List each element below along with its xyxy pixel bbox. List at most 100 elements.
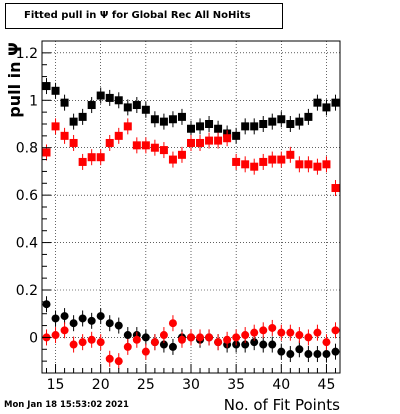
y-tick-label: 0.6 bbox=[16, 188, 38, 204]
data-point bbox=[277, 328, 286, 337]
data-point bbox=[87, 153, 96, 162]
x-axis-label: No. of Fit Points bbox=[224, 396, 340, 414]
series-2 bbox=[42, 118, 340, 197]
data-point bbox=[214, 136, 223, 145]
data-point bbox=[259, 120, 268, 128]
data-point bbox=[205, 120, 214, 128]
data-point bbox=[196, 333, 205, 342]
data-point bbox=[331, 326, 340, 335]
data-point bbox=[159, 331, 168, 340]
data-point bbox=[232, 131, 241, 140]
data-point bbox=[141, 141, 150, 150]
data-point bbox=[60, 131, 69, 140]
data-point bbox=[150, 338, 159, 347]
data-point bbox=[322, 350, 331, 359]
data-point bbox=[196, 138, 205, 147]
data-points bbox=[42, 78, 340, 370]
data-point bbox=[187, 138, 195, 147]
data-point bbox=[268, 340, 277, 349]
data-point bbox=[295, 331, 304, 340]
data-point bbox=[277, 115, 286, 124]
data-point bbox=[42, 82, 51, 91]
data-point bbox=[123, 103, 132, 112]
data-point bbox=[141, 347, 150, 356]
data-point bbox=[286, 350, 295, 359]
data-point bbox=[177, 335, 186, 344]
data-point bbox=[132, 335, 141, 344]
data-point bbox=[87, 316, 96, 325]
data-point bbox=[159, 340, 168, 349]
data-point bbox=[96, 91, 105, 100]
data-point bbox=[69, 319, 78, 328]
data-point bbox=[96, 338, 105, 347]
data-point bbox=[331, 347, 340, 356]
y-tick-label: 1.2 bbox=[16, 46, 38, 62]
data-point bbox=[322, 103, 331, 112]
data-point bbox=[250, 162, 259, 171]
data-point bbox=[259, 326, 268, 335]
data-point bbox=[168, 155, 177, 164]
data-point bbox=[259, 157, 268, 166]
data-point bbox=[331, 184, 340, 193]
data-point bbox=[132, 101, 141, 110]
x-tick-label: 25 bbox=[137, 377, 155, 393]
data-point bbox=[78, 338, 87, 347]
data-point bbox=[123, 331, 132, 340]
data-point bbox=[214, 338, 223, 347]
data-point bbox=[250, 338, 259, 347]
data-point bbox=[123, 122, 132, 131]
data-point bbox=[322, 338, 331, 347]
data-point bbox=[159, 146, 168, 155]
x-tick-label: 35 bbox=[227, 377, 245, 393]
data-point bbox=[105, 319, 114, 328]
series-4 bbox=[42, 315, 340, 370]
data-point bbox=[69, 138, 78, 147]
data-point bbox=[177, 150, 186, 159]
chart-title: Fitted pull in Ψ for Global Rec All NoHi… bbox=[5, 3, 283, 29]
data-point bbox=[105, 138, 114, 147]
data-point bbox=[295, 160, 304, 169]
data-point bbox=[214, 124, 223, 133]
data-point bbox=[51, 314, 60, 323]
data-point bbox=[60, 312, 69, 321]
data-point bbox=[150, 115, 159, 124]
data-point bbox=[331, 98, 340, 107]
data-point bbox=[277, 347, 286, 356]
data-point bbox=[96, 153, 105, 162]
data-point bbox=[105, 93, 114, 102]
data-point bbox=[295, 345, 304, 354]
data-point bbox=[241, 160, 250, 169]
data-point bbox=[232, 157, 241, 166]
data-point bbox=[141, 105, 150, 114]
data-point bbox=[286, 328, 295, 337]
data-point bbox=[60, 326, 69, 335]
data-point bbox=[286, 150, 295, 159]
data-point bbox=[268, 155, 277, 164]
data-point bbox=[87, 101, 96, 110]
data-point bbox=[232, 333, 241, 342]
data-point bbox=[69, 117, 78, 126]
data-point bbox=[223, 335, 232, 344]
data-point bbox=[295, 117, 304, 126]
data-point bbox=[286, 120, 295, 128]
y-tick-label: 0.8 bbox=[16, 141, 38, 157]
data-point bbox=[78, 314, 87, 323]
data-point bbox=[168, 115, 177, 124]
x-tick-label: 15 bbox=[47, 377, 65, 393]
data-point bbox=[187, 124, 195, 133]
data-point bbox=[241, 340, 250, 349]
data-point bbox=[159, 117, 168, 126]
data-point bbox=[114, 131, 123, 140]
data-point bbox=[78, 112, 87, 121]
data-point bbox=[114, 321, 123, 330]
data-point bbox=[313, 328, 322, 337]
data-point bbox=[313, 98, 322, 107]
data-point bbox=[177, 112, 186, 121]
x-tick-label: 20 bbox=[92, 377, 110, 393]
data-point bbox=[114, 96, 123, 105]
data-point bbox=[268, 323, 277, 332]
y-axis-label: pull in Ψ bbox=[5, 42, 24, 117]
data-point bbox=[313, 350, 322, 359]
data-point bbox=[304, 333, 313, 342]
data-point bbox=[69, 340, 78, 349]
